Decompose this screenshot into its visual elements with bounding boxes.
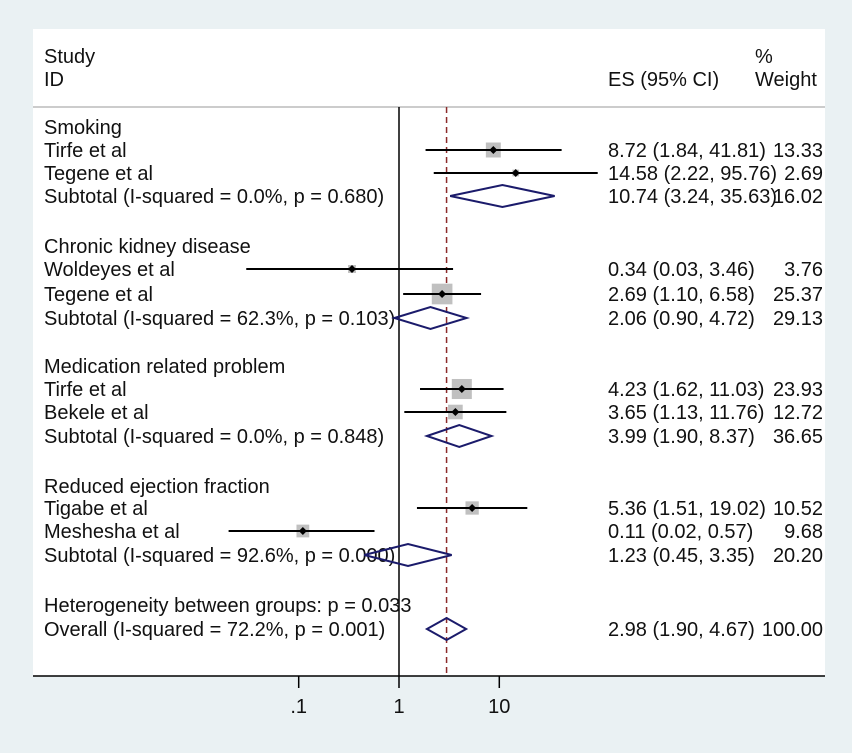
row-label-subtotal: Subtotal (I-squared = 0.0%, p = 0.848) (44, 426, 384, 448)
row-label-subtotal: Subtotal (I-squared = 92.6%, p = 0.000) (44, 545, 395, 567)
es-ci-text: 2.06 (0.90, 4.72) (608, 308, 755, 330)
row-label-group: Smoking (44, 117, 122, 139)
weight-text: 25.37 (773, 284, 823, 306)
x-tick-label: 1 (393, 696, 404, 718)
point-estimate-marker (438, 290, 447, 298)
weight-text: 20.20 (773, 545, 823, 567)
pooled-diamond (424, 616, 469, 642)
x-tick-label: .1 (290, 696, 307, 718)
row-label-study: Tegene et al (44, 284, 153, 306)
weight-text: 16.02 (773, 186, 823, 208)
es-ci-text: 4.23 (1.62, 11.03) (608, 379, 764, 401)
row-label-group: Reduced ejection fraction (44, 476, 270, 498)
x-tick-label: 10 (488, 696, 510, 718)
point-estimate-marker (468, 504, 477, 512)
weight-text: 13.33 (773, 140, 823, 162)
weight-text: 3.76 (784, 259, 823, 281)
pooled-diamond (390, 305, 471, 331)
header-es: ES (95% CI) (608, 69, 719, 91)
weight-text: 29.13 (773, 308, 823, 330)
weight-text: 2.69 (784, 163, 823, 185)
point-estimate-marker (298, 527, 307, 535)
es-ci-text: 3.65 (1.13, 11.76) (608, 402, 764, 424)
es-ci-text: 8.72 (1.84, 41.81) (608, 140, 766, 162)
row-label-study: Bekele et al (44, 402, 149, 424)
header-weight: Weight (755, 69, 817, 91)
weight-text: 36.65 (773, 426, 823, 448)
point-estimate-marker (511, 169, 520, 177)
es-ci-text: 14.58 (2.22, 95.76) (608, 163, 777, 185)
plot-area (33, 29, 825, 676)
es-ci-text: 1.23 (0.45, 3.35) (608, 545, 755, 567)
es-ci-text: 2.98 (1.90, 4.67) (608, 619, 755, 641)
point-estimate-marker (457, 385, 466, 393)
row-label-study: Woldeyes et al (44, 259, 175, 281)
header-id: ID (44, 69, 64, 91)
weight-text: 100.00 (762, 619, 823, 641)
weight-text: 10.52 (773, 498, 823, 520)
header-percent: % (755, 46, 773, 68)
row-label-subtotal: Subtotal (I-squared = 62.3%, p = 0.103) (44, 308, 395, 330)
es-ci-text: 0.11 (0.02, 0.57) (608, 521, 753, 543)
row-label-subtotal: Overall (I-squared = 72.2%, p = 0.001) (44, 619, 385, 641)
es-ci-text: 5.36 (1.51, 19.02) (608, 498, 766, 520)
row-label-group: Medication related problem (44, 356, 285, 378)
row-label-subtotal: Subtotal (I-squared = 0.0%, p = 0.680) (44, 186, 384, 208)
point-estimate-marker (451, 408, 460, 416)
pooled-diamond (450, 183, 555, 209)
point-estimate-marker (348, 265, 357, 273)
es-ci-text: 2.69 (1.10, 6.58) (608, 284, 755, 306)
row-label-study: Tigabe et al (44, 498, 148, 520)
point-estimate-marker (489, 146, 498, 154)
weight-text: 12.72 (773, 402, 823, 424)
row-label-study: Tirfe et al (44, 379, 127, 401)
pooled-diamond (363, 542, 452, 568)
es-ci-text: 10.74 (3.24, 35.63) (608, 186, 777, 208)
row-label-group: Chronic kidney disease (44, 236, 251, 258)
row-label-study: Tirfe et al (44, 140, 127, 162)
es-ci-text: 0.34 (0.03, 3.46) (608, 259, 755, 281)
weight-text: 23.93 (773, 379, 823, 401)
header-study: Study (44, 46, 95, 68)
row-label-study: Tegene et al (44, 163, 153, 185)
es-ci-text: 3.99 (1.90, 8.37) (608, 426, 755, 448)
row-label-note: Heterogeneity between groups: p = 0.033 (44, 595, 411, 617)
pooled-diamond (423, 423, 495, 449)
weight-text: 9.68 (784, 521, 823, 543)
row-label-study: Meshesha et al (44, 521, 180, 543)
